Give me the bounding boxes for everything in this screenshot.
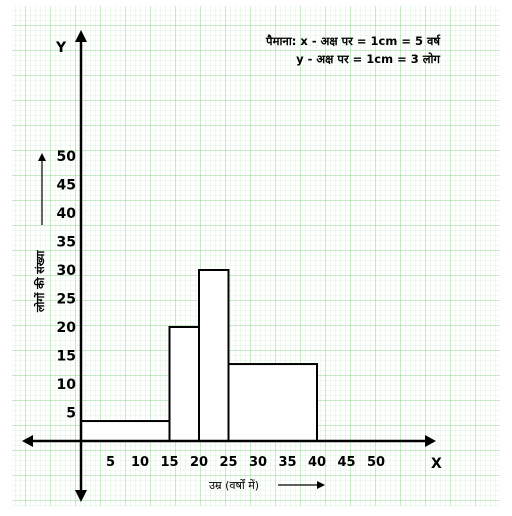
y-label-arrow xyxy=(38,153,46,225)
x-tick-label-40: 40 xyxy=(308,455,326,470)
y-tick-label-10: 10 xyxy=(57,377,77,393)
y-axis-arrow-up xyxy=(75,30,87,42)
x-axis-label: उम्र (वर्षों में) xyxy=(209,479,259,492)
y-tick-label-30: 30 xyxy=(57,263,77,279)
x-tick-label-25: 25 xyxy=(219,455,237,470)
x-label-arrow xyxy=(278,481,325,489)
y-tick-label-35: 35 xyxy=(57,235,76,251)
y-tick-label-20: 20 xyxy=(57,320,77,336)
histogram-bar-0-15 xyxy=(80,420,171,442)
y-tick-label-15: 15 xyxy=(57,349,76,365)
x-tick-labels: 5 10 15 20 25 30 35 40 45 50 xyxy=(106,455,385,470)
histogram-bar-25-40 xyxy=(227,363,318,442)
y-tick-label-5: 5 xyxy=(66,406,76,422)
y-tick-label-45: 45 xyxy=(57,178,76,194)
y-tick-labels: 5 10 15 20 25 30 35 40 45 50 xyxy=(57,149,77,422)
x-axis-arrow-left xyxy=(22,435,33,447)
x-tick-label-45: 45 xyxy=(337,455,355,470)
x-tick-label-20: 20 xyxy=(190,455,208,470)
x-axis-arrow-right xyxy=(425,435,436,447)
x-tick-label-50: 50 xyxy=(367,455,385,470)
x-tick-label-30: 30 xyxy=(249,455,267,470)
x-axis-letter: X xyxy=(431,456,442,472)
scale-note-line-2: y - अक्ष पर = 1cm = 3 लोग xyxy=(296,52,440,66)
y-tick-label-40: 40 xyxy=(57,206,77,222)
y-tick-label-25: 25 xyxy=(57,292,76,308)
histogram-bars xyxy=(80,269,318,442)
y-axis-arrow-down xyxy=(75,490,87,502)
x-tick-label-5: 5 xyxy=(106,455,115,470)
y-axis-letter: Y xyxy=(55,40,67,56)
histogram-bar-15-20 xyxy=(168,326,200,442)
axes xyxy=(22,30,436,502)
scale-note-line-1: पैमाना: x - अक्ष पर = 1cm = 5 वर्ष xyxy=(265,34,441,48)
y-axis-label: लोगों की संख्या xyxy=(33,249,47,313)
x-tick-label-10: 10 xyxy=(131,455,149,470)
histogram-bar-20-25 xyxy=(198,269,230,442)
y-tick-label-50: 50 xyxy=(57,149,77,165)
x-tick-label-15: 15 xyxy=(160,455,178,470)
x-tick-label-35: 35 xyxy=(278,455,296,470)
